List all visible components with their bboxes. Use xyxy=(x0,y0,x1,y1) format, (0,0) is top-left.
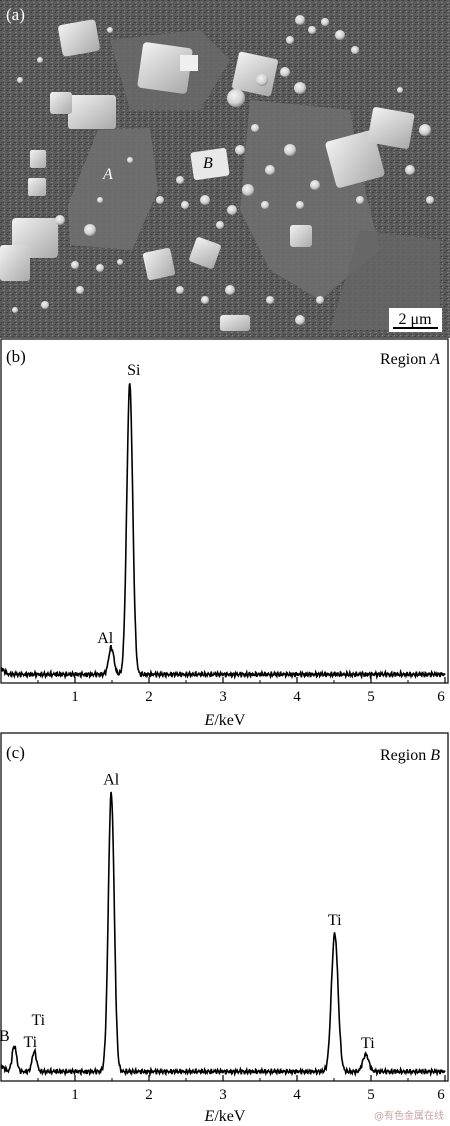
spectrum-line xyxy=(0,791,446,1078)
x-tick-label: 5 xyxy=(367,689,375,705)
sem-micrograph-panel: (a) A B 2 μm xyxy=(0,0,450,338)
x-tick-label: 4 xyxy=(293,1087,301,1103)
peak-label: Ti xyxy=(361,1035,375,1052)
peak-label: Al xyxy=(103,772,120,789)
peak-label: Ti xyxy=(328,912,342,929)
peak-label: Ti xyxy=(23,1034,37,1051)
x-tick-label: 4 xyxy=(293,689,301,705)
x-tick-label: 1 xyxy=(71,1087,79,1103)
sem-micrograph: (a) A B 2 μm xyxy=(0,0,450,338)
x-tick-label: 2 xyxy=(145,689,153,705)
eds-chart-b: (b) Region A 1 2 3 4 5 6 Al Si E/keV xyxy=(0,338,449,729)
x-tick-label: 6 xyxy=(437,1087,445,1103)
eds-spectrum-region-b: (c) Region B 1 2 3 4 5 6 B Ti Ti Al Ti Ti E/keV xyxy=(0,730,450,1126)
scale-bar-label: 2 μm xyxy=(398,311,432,328)
region-a-marker: A xyxy=(102,166,113,183)
panel-b-label: (b) xyxy=(6,347,26,366)
x-tick-label: 1 xyxy=(71,689,79,705)
x-tick-label: 3 xyxy=(219,1087,227,1103)
panel-b-region-title: Region A xyxy=(380,351,440,368)
spectrum-line xyxy=(0,383,446,680)
plot-frame xyxy=(0,338,449,684)
x-axis-label: E/keV xyxy=(204,1108,246,1125)
x-tick-label: 2 xyxy=(145,1087,153,1103)
x-tick-label: 5 xyxy=(367,1087,375,1103)
peak-label: Ti xyxy=(31,1012,45,1029)
region-b-marker: B xyxy=(203,155,213,172)
watermark-text: @有色金属在线 xyxy=(374,1111,444,1122)
peak-label: Si xyxy=(127,362,141,379)
x-axis-label: E/keV xyxy=(204,712,246,729)
peak-label: Al xyxy=(97,630,114,647)
sem-particles xyxy=(0,19,415,331)
panel-a-label: (a) xyxy=(6,5,25,24)
eds-chart-c: (c) Region B 1 2 3 4 5 6 B Ti Ti Al Ti Ti E/keV xyxy=(0,732,449,1125)
x-tick-label: 3 xyxy=(219,689,227,705)
panel-c-label: (c) xyxy=(6,743,25,762)
panel-c-region-title: Region B xyxy=(380,747,440,764)
eds-spectrum-region-a: (b) Region A 1 2 3 4 5 6 Al Si E/keV xyxy=(0,338,450,730)
plot-frame xyxy=(0,732,449,1082)
x-tick-label: 6 xyxy=(437,689,445,705)
peak-label: B xyxy=(0,1028,10,1045)
